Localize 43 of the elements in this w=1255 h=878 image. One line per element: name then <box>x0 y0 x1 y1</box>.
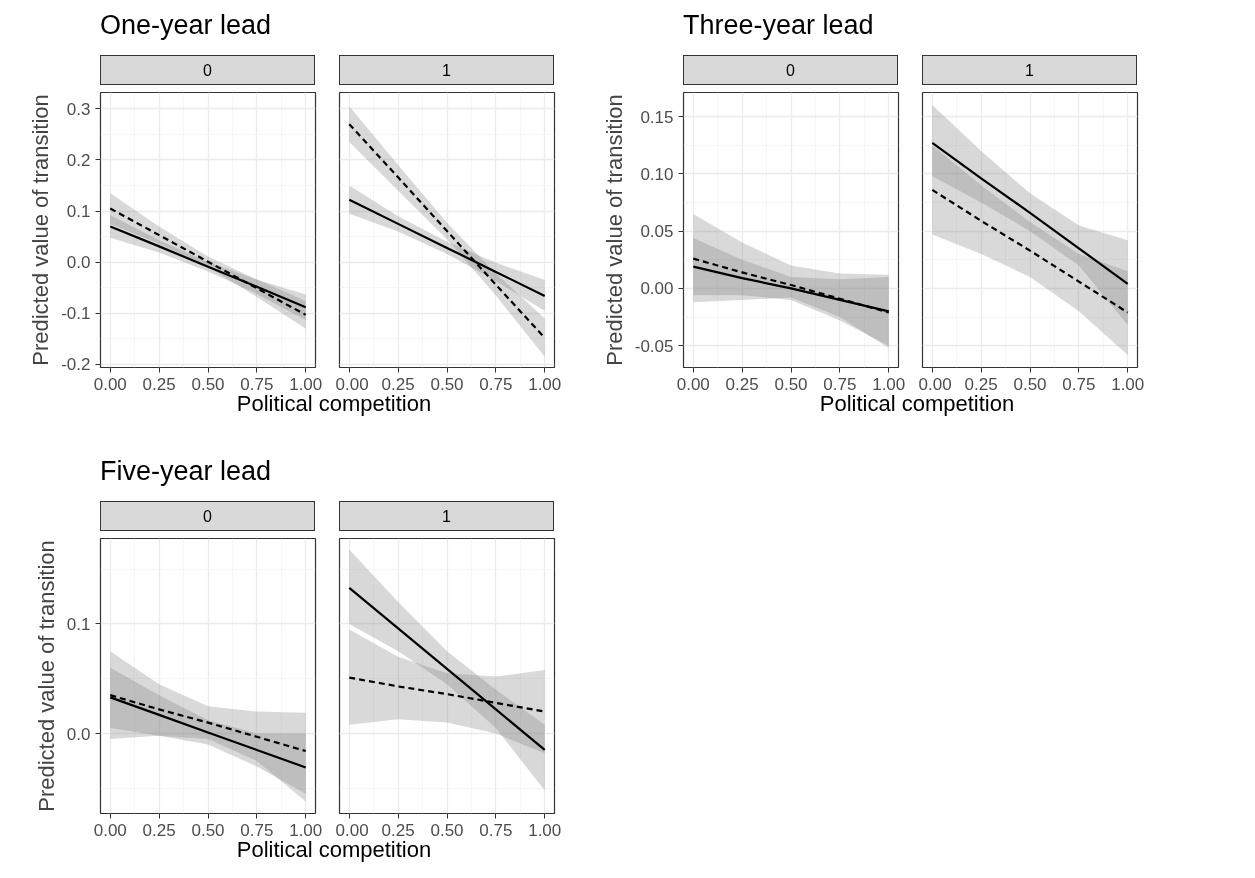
y-tick-label: 0.10 <box>640 164 674 184</box>
x-tick-label: 0.50 <box>1013 374 1047 394</box>
chart-subtitle: 0 <box>203 61 212 81</box>
x-tick-label: 0.00 <box>93 820 127 840</box>
y-tick-label: 0.0 <box>66 253 91 273</box>
y-axis-title: Predicted value of transition <box>601 94 627 366</box>
x-tick-label: 0.00 <box>676 374 710 394</box>
x-tick-label: 0.75 <box>479 820 513 840</box>
y-axis-title: Predicted value of transition <box>33 540 59 813</box>
y-tick-label: 0.0 <box>66 724 91 744</box>
y-tick-label: 0.1 <box>66 202 91 222</box>
chart-title: One-year lead <box>100 9 272 42</box>
chart-title: Three-year lead <box>683 9 874 42</box>
y-tick-label: -0.1 <box>61 304 91 324</box>
x-tick-label: 1.00 <box>1111 374 1145 394</box>
x-tick-label: 0.25 <box>725 374 759 394</box>
chart-subtitle: 1 <box>1025 61 1034 81</box>
y-axis-title: Predicted value of transition <box>28 94 54 366</box>
x-tick-label: 1.00 <box>528 374 562 394</box>
y-tick-label: 0.15 <box>640 107 674 127</box>
x-tick-label: 1.00 <box>528 820 562 840</box>
y-tick-label: 0.2 <box>66 150 91 170</box>
x-tick-label: 0.75 <box>479 374 513 394</box>
x-tick-label: 0.75 <box>1062 374 1096 394</box>
x-tick-label: 0.50 <box>191 374 225 394</box>
chart-title: Five-year lead <box>100 455 272 489</box>
chart-subtitle: 1 <box>442 507 451 528</box>
x-tick-label: 0.50 <box>191 820 225 840</box>
y-tick-label: 0.1 <box>66 615 91 635</box>
chart-subtitle: 1 <box>442 61 451 81</box>
x-tick-label: 0.50 <box>774 374 808 394</box>
y-tick-label: -0.05 <box>634 336 674 356</box>
chart-subtitle: 0 <box>203 507 212 528</box>
x-tick-label: 0.25 <box>142 820 176 840</box>
chart-subtitle: 0 <box>786 61 795 81</box>
y-tick-label: 0.3 <box>66 99 91 119</box>
x-tick-label: 0.25 <box>142 374 176 394</box>
x-tick-label: 0.50 <box>430 374 464 394</box>
y-tick-label: 0.00 <box>640 279 674 299</box>
y-tick-label: -0.2 <box>61 355 91 375</box>
x-tick-label: 0.00 <box>93 374 127 394</box>
x-tick-label: 0.50 <box>430 820 464 840</box>
y-tick-label: 0.05 <box>640 222 674 242</box>
